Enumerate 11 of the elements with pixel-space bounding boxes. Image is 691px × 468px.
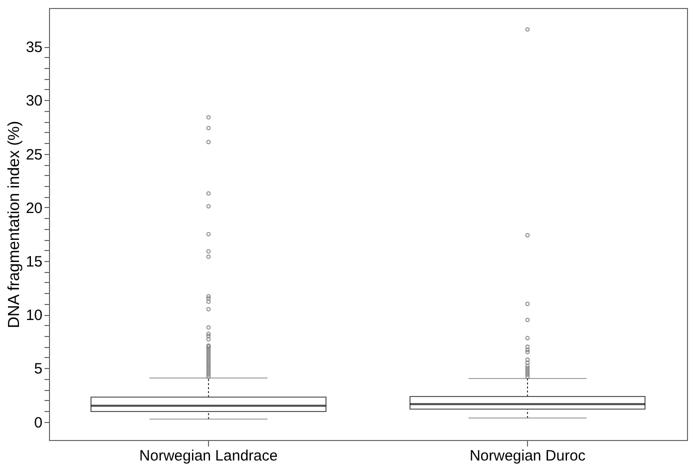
y-axis-title: DNA fragmentation index (%): [6, 120, 23, 328]
y-tick-label: 30: [26, 92, 42, 110]
y-tick-label: 20: [26, 200, 42, 217]
y-tick-label: 25: [26, 146, 42, 164]
x-tick-label: Norwegian Landrace: [139, 448, 278, 464]
y-tick-label: 5: [34, 360, 42, 378]
y-tick-label: 0: [34, 414, 42, 432]
y-tick-label: 15: [26, 253, 42, 270]
x-tick-label: Norwegian Duroc: [470, 448, 586, 464]
y-tick-label: 35: [26, 39, 42, 56]
y-tick-label: 10: [26, 307, 42, 324]
